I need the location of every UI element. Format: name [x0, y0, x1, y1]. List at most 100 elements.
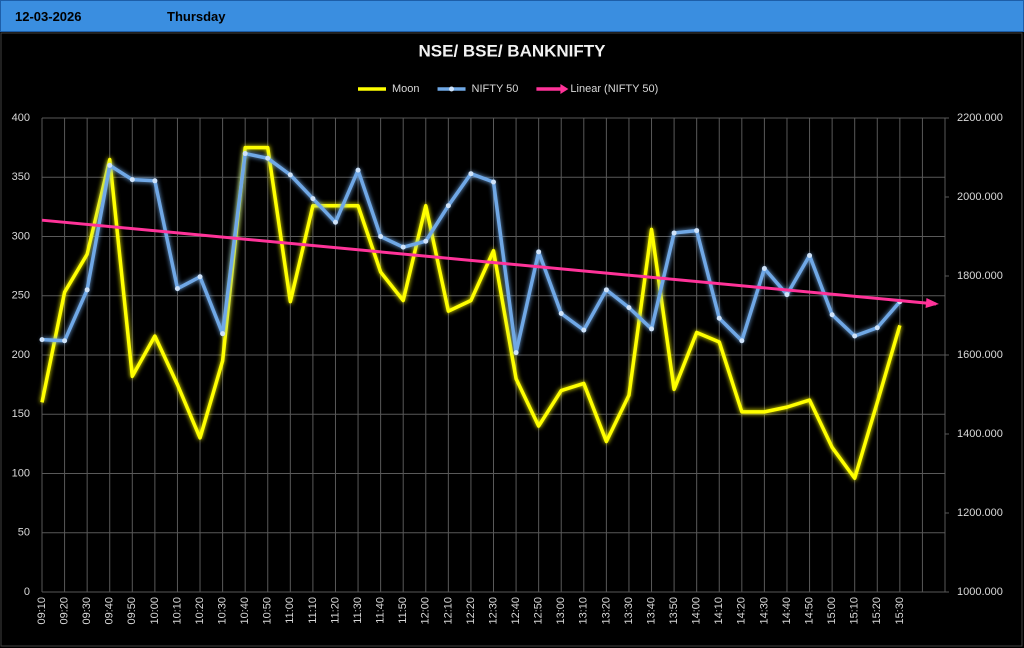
x-tick-label: 15:10	[849, 597, 861, 625]
x-tick-label: 13:20	[600, 597, 612, 625]
point	[716, 315, 722, 321]
x-tick-label: 11:30	[352, 597, 364, 624]
x-tick-label: 15:30	[894, 597, 906, 625]
y-tick-label: 350	[12, 171, 30, 183]
y-tick-label: 250	[12, 290, 30, 302]
series-line	[40, 145, 902, 480]
x-tick-label: 11:10	[307, 597, 319, 624]
x-tick-label: 14:40	[781, 597, 793, 625]
x-tick-label: 13:50	[668, 597, 680, 625]
x-tick-label: 12:10	[442, 597, 454, 625]
header-bar: 12-03-2026 Thursday	[0, 0, 1024, 32]
x-tick-label: 14:50	[803, 597, 815, 625]
x-tick-label: 13:40	[645, 597, 657, 625]
point	[852, 333, 858, 339]
point	[107, 162, 113, 168]
y2-tick-label: 2000.000	[957, 191, 1003, 203]
legend-label: Linear (NIFTY 50)	[570, 83, 658, 95]
x-tick-label: 10:10	[171, 597, 183, 625]
x-tick-label: 13:10	[578, 597, 590, 625]
point	[310, 196, 316, 202]
legend-marker	[449, 86, 455, 92]
x-tick-label: 15:00	[826, 597, 838, 625]
y2-tick-label: 1600.000	[957, 349, 1003, 361]
x-tick-label: 14:10	[713, 597, 725, 625]
day: Thursday	[167, 9, 226, 24]
x-tick-label: 15:20	[871, 597, 883, 625]
x-tick-label: 12:50	[533, 597, 545, 625]
trend-arrow	[925, 298, 939, 309]
x-tick-label: 10:20	[194, 597, 206, 625]
point	[626, 305, 632, 311]
point	[694, 228, 700, 234]
x-tick-label: 14:00	[691, 597, 703, 625]
x-tick-label: 12:20	[465, 597, 477, 625]
x-tick-label: 13:30	[623, 597, 635, 625]
x-tick-label: 09:20	[58, 597, 70, 625]
point	[400, 244, 406, 250]
point	[355, 167, 361, 173]
y-tick-label: 400	[12, 112, 30, 124]
point	[784, 292, 790, 298]
point	[39, 337, 45, 343]
x-tick-label: 12:00	[420, 597, 432, 625]
x-tick-label: 10:40	[239, 597, 251, 625]
point	[220, 331, 226, 337]
chart: NSE/ BSE/ BANKNIFTY 0 50 100 150 200 250 300 35…	[0, 32, 1023, 647]
y-tick-label: 150	[12, 408, 30, 420]
point	[536, 249, 542, 255]
x-tick-label: 09:50	[126, 597, 138, 625]
point	[84, 287, 90, 293]
date: 12-03-2026	[15, 9, 82, 24]
point	[874, 325, 880, 331]
point	[829, 312, 835, 318]
x-tick-label: 14:20	[736, 597, 748, 625]
point	[649, 326, 655, 332]
legend-arrow	[560, 84, 569, 94]
point	[242, 151, 248, 157]
point	[761, 265, 767, 271]
x-tick-label: 10:30	[217, 597, 229, 625]
x-tick-label: 09:40	[104, 597, 116, 625]
point	[739, 338, 745, 344]
legend-label: Moon	[392, 83, 420, 95]
point	[445, 203, 451, 209]
chart-frame	[0, 32, 1023, 647]
point	[581, 327, 587, 333]
chart-title: NSE/ BSE/ BANKNIFTY	[418, 41, 606, 60]
y-tick-label: 300	[12, 230, 30, 242]
y2-tick-label: 1000.000	[957, 586, 1003, 598]
x-tick-label: 10:50	[262, 597, 274, 625]
point	[265, 155, 271, 161]
y2-tick-label: 1800.000	[957, 270, 1003, 282]
point	[332, 219, 338, 225]
x-tick-label: 11:40	[375, 597, 387, 624]
x-tick-label: 11:00	[284, 597, 296, 624]
y2-tick-label: 1400.000	[957, 428, 1003, 440]
y-tick-label: 100	[12, 467, 30, 479]
y2-tick-label: 2200.000	[957, 112, 1003, 124]
y-tick-label: 50	[18, 527, 30, 539]
point	[62, 338, 68, 344]
x-tick-label: 12:30	[487, 597, 499, 625]
point	[807, 252, 813, 258]
point	[287, 172, 293, 178]
x-tick-label: 09:10	[36, 597, 48, 625]
point	[423, 238, 429, 244]
x-tick-label: 09:30	[81, 597, 93, 625]
point	[197, 274, 203, 280]
point	[491, 179, 496, 185]
y2-tick-label: 1200.000	[957, 507, 1003, 519]
x-tick-label: 10:00	[149, 597, 161, 625]
legend-label: NIFTY 50	[472, 83, 519, 95]
x-tick-label: 14:30	[758, 597, 770, 625]
x-tick-label: 12:40	[510, 597, 522, 625]
x-tick-label: 11:50	[397, 597, 409, 624]
point	[129, 177, 135, 183]
point	[603, 287, 609, 293]
point	[513, 350, 519, 356]
point	[671, 230, 677, 236]
y-tick-label: 200	[12, 349, 30, 361]
point	[378, 234, 384, 239]
